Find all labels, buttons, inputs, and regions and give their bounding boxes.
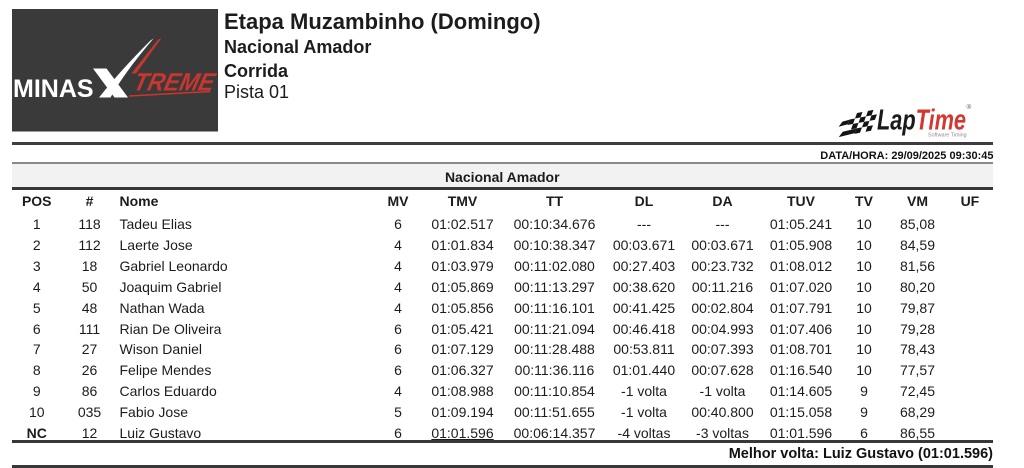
svg-text:LapTime: LapTime [877, 105, 966, 137]
svg-text:Software Timing: Software Timing [928, 132, 967, 138]
svg-text:®: ® [967, 103, 972, 111]
svg-text:TREME: TREME [131, 69, 218, 97]
svg-text:MINAS: MINAS [13, 75, 94, 103]
